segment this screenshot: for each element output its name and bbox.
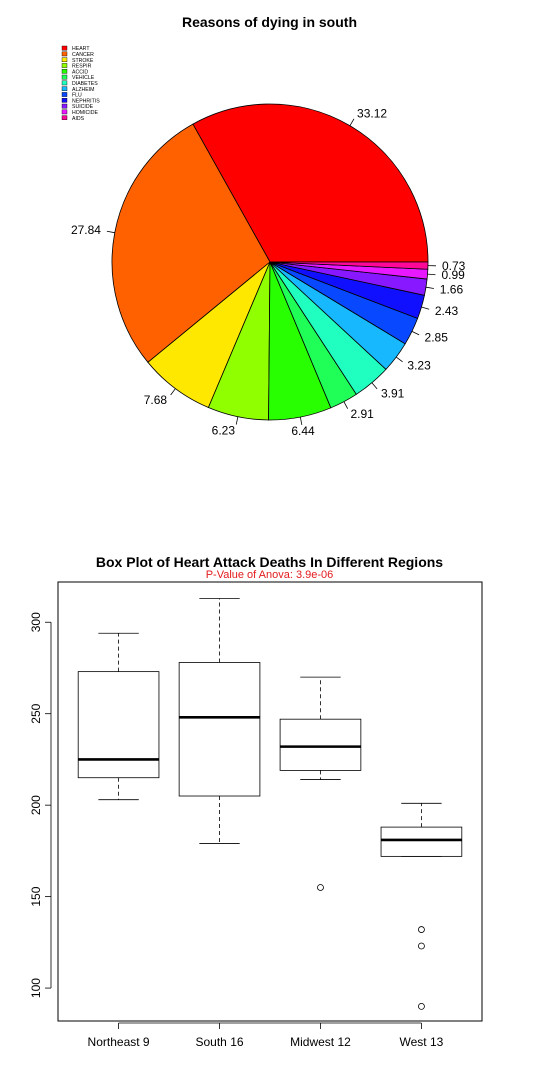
y-tick-label: 250 [29, 703, 43, 723]
legend-swatch-diabetes [61, 80, 68, 86]
box-plot: 100 150 200 250 300 Northeast 9 South 16 Midwes… [29, 581, 483, 1049]
legend-label-aids: AIDS [72, 116, 85, 122]
legend-label-stroke: STROKE [72, 58, 94, 64]
legend-swatch-aids [61, 115, 68, 120]
pie-slice-value-label: 3.91 [381, 386, 405, 400]
iqr-box [77, 671, 160, 779]
pie-slice-value-label: 0.73 [442, 259, 466, 273]
pie-label-tick [343, 401, 349, 409]
legend-swatch-flu [61, 92, 68, 97]
legend-label-vehicle: VEHICLE [72, 75, 95, 81]
box-plot-panel: Box Plot of Heart Attack Deaths In Diffe… [0, 540, 539, 1078]
pie-label-tick [395, 356, 403, 363]
outlier-point [418, 942, 425, 950]
pie-label-tick [235, 416, 239, 425]
legend-label-heart: HEART [72, 46, 90, 52]
pie-label-tick [106, 230, 115, 234]
legend-swatch-stroke [61, 57, 68, 62]
pie-chart: 33.12 27.84 7.68 6.23 6.44 2.91 3.913.23 2.85 2.… [61, 45, 466, 438]
legend-swatch-alzheim [61, 86, 68, 91]
plot-frame [57, 581, 483, 1022]
legend-swatch-suicide [61, 103, 68, 109]
y-tick-label: 300 [29, 612, 43, 632]
x-tick-label: Northeast 9 [88, 1035, 150, 1049]
legend-label-homicide: HOMICIDE [72, 110, 98, 116]
pie-slice-value-label: 3.23 [407, 358, 431, 372]
pie-label-tick [425, 286, 434, 289]
pie-slice-value-label: 6.23 [212, 423, 236, 437]
y-tick-label: 150 [29, 886, 43, 906]
pie-slice-value-label: 0.99 [441, 268, 465, 282]
pie-label-tick [421, 306, 430, 310]
box-plot-title: Box Plot of Heart Attack Deaths In Diffe… [95, 554, 444, 570]
outlier-point [418, 1002, 425, 1010]
pie-slice-value-label: 2.91 [350, 407, 374, 421]
box-midwest [279, 676, 362, 891]
pie-chart-title: Reasons of dying in south [181, 14, 357, 30]
pie-slice-aids [269, 261, 429, 270]
legend-label-nephritis: NEPHRITIS [72, 98, 100, 104]
pie-chart-panel: Reasons of dying in south 33.12 27.84 7.68… [0, 0, 539, 530]
legend-swatch-homicide [61, 109, 68, 115]
legend-swatch-accid [61, 68, 68, 74]
outlier-point [317, 884, 324, 891]
x-tick-label: Midwest 12 [290, 1035, 351, 1049]
pie-slice-cancer [111, 123, 271, 363]
pie-label-tick [371, 382, 378, 390]
pie-slice-value-label: 1.66 [440, 282, 464, 296]
legend-swatch-cancer [61, 51, 68, 57]
box-west [380, 802, 463, 1010]
legend-label-flu: FLU [72, 93, 82, 99]
pie-slice-value-label: 27.84 [71, 223, 101, 237]
legend-label-cancer: CANCER [72, 52, 94, 58]
box-south [178, 598, 261, 844]
legend-label-respir: RESPIR [72, 64, 92, 70]
y-tick-label: 200 [29, 795, 43, 815]
legend-swatch-respir [61, 63, 68, 68]
legend-label-diabetes: DIABETES [72, 81, 98, 87]
pie-label-tick [349, 118, 355, 126]
box-plot-subtitle: P-Value of Anova: 3.9e-06 [205, 569, 334, 581]
iqr-box [380, 826, 463, 857]
pie-legend: HEARTCANCERSTROKERESPIRACCIDVEHICLEDIABE… [61, 45, 100, 122]
box-northeast [77, 632, 160, 801]
legend-swatch-heart [61, 45, 68, 51]
pie-label-tick [411, 331, 420, 336]
pie-label-tick [427, 273, 436, 276]
legend-label-alzheim: ALZHEIM [72, 87, 94, 93]
pie-label-tick [299, 416, 303, 425]
x-tick-label: South 16 [196, 1035, 244, 1049]
pie-slice-value-label: 7.68 [144, 393, 168, 407]
x-tick-label: West 13 [400, 1035, 444, 1049]
pie-slice-value-label: 33.12 [357, 107, 387, 121]
pie-slice-value-label: 2.85 [425, 331, 449, 345]
iqr-box [279, 718, 362, 771]
iqr-box [178, 662, 261, 797]
y-tick-label: 100 [29, 978, 43, 998]
pie-slice-value-label: 6.44 [291, 424, 315, 438]
pie-label-tick [170, 388, 176, 396]
pie-slice-heart [192, 103, 429, 263]
legend-label-accid: ACCID [72, 69, 88, 75]
pie-slice-value-label: 2.43 [435, 304, 459, 318]
legend-label-suicide: SUICIDE [72, 104, 94, 110]
legend-swatch-nephritis [61, 97, 68, 103]
outlier-point [418, 926, 425, 933]
legend-swatch-vehicle [61, 74, 68, 80]
